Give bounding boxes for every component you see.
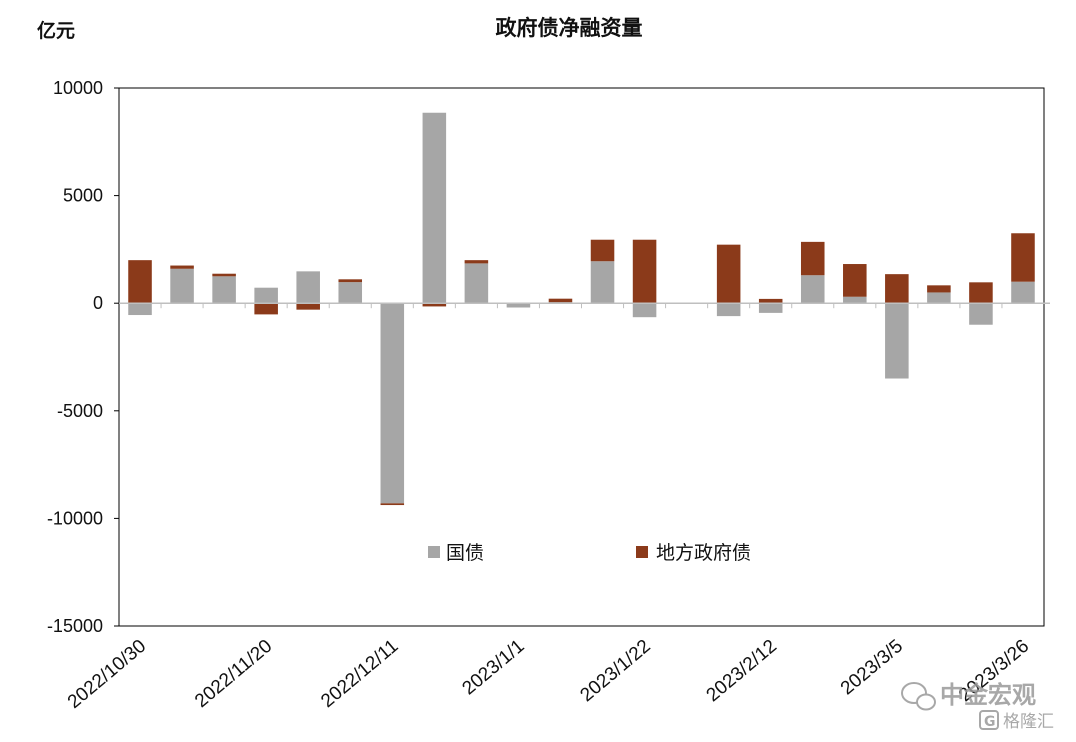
bar-difang-zhengfu-zhai	[338, 279, 363, 283]
bar-difang-zhengfu-zhai	[885, 274, 909, 304]
bar-difang-zhengfu-zhai	[464, 260, 489, 264]
bar-guozhai	[170, 268, 194, 304]
bars-group	[128, 112, 1035, 506]
bar-guozhai	[254, 287, 278, 304]
bar-guozhai	[128, 303, 152, 316]
y-tick-label: 5000	[63, 186, 103, 206]
bar-difang-zhengfu-zhai	[254, 303, 278, 315]
bar-guozhai	[296, 271, 320, 304]
bar-guozhai	[590, 261, 615, 304]
wechat-icon	[901, 682, 936, 711]
bar-guozhai	[716, 303, 741, 317]
gelonghui-logo-icon: G	[979, 710, 999, 730]
watermark-brand: 中金宏观	[940, 681, 1036, 709]
bar-guozhai	[464, 263, 489, 304]
bar-guozhai	[422, 112, 447, 304]
legend-swatch-guozhai	[428, 546, 440, 558]
legend-label-guozhai: 国债	[446, 542, 484, 564]
y-axis: 10000 5000 0 -5000 -10000 -15000	[47, 78, 119, 636]
bar-guozhai	[843, 296, 867, 304]
bar-guozhai	[927, 292, 951, 304]
bar-guozhai	[969, 303, 993, 325]
bar-guozhai	[338, 282, 363, 304]
bar-difang-zhengfu-zhai	[128, 260, 152, 304]
svg-text:G: G	[984, 714, 996, 730]
bar-guozhai	[506, 303, 531, 308]
bar-difang-zhengfu-zhai	[969, 282, 993, 304]
legend-label-difang: 地方政府债	[656, 542, 751, 564]
y-tick-label: 10000	[53, 78, 103, 98]
bar-guozhai	[800, 275, 825, 304]
bar-guozhai	[1011, 281, 1035, 304]
legend: 国债 地方政府债	[428, 542, 751, 564]
bar-difang-zhengfu-zhai	[843, 264, 867, 297]
bar-difang-zhengfu-zhai	[212, 273, 236, 277]
y-unit-label: 亿元	[37, 19, 75, 42]
bar-difang-zhengfu-zhai	[380, 503, 405, 506]
bar-difang-zhengfu-zhai	[800, 241, 825, 276]
y-tick-label: -15000	[47, 616, 103, 636]
bar-difang-zhengfu-zhai	[632, 239, 657, 304]
bar-difang-zhengfu-zhai	[1011, 233, 1035, 282]
bar-guozhai	[380, 303, 405, 504]
watermark-sub: 格隆汇	[1003, 712, 1054, 732]
bar-guozhai	[758, 303, 783, 313]
y-tick-label: 0	[93, 293, 103, 313]
bar-difang-zhengfu-zhai	[590, 239, 615, 262]
watermark: 中金宏观 G 格隆汇	[901, 681, 1054, 732]
bar-difang-zhengfu-zhai	[170, 265, 194, 269]
chart-title: 政府债净融资量	[496, 16, 643, 40]
bar-guozhai	[212, 276, 236, 304]
x-tick-label: 2023/1/1	[458, 636, 528, 700]
y-tick-label: -5000	[57, 401, 103, 421]
bar-guozhai	[885, 303, 909, 379]
bar-guozhai	[632, 303, 657, 318]
x-tick-label: 2022/12/11	[317, 636, 402, 712]
x-tick-label: 2022/10/30	[64, 636, 150, 713]
x-tick-label: 2023/3/5	[837, 636, 907, 700]
plot-frame	[118, 87, 1045, 627]
x-tick-label: 2023/2/12	[703, 636, 781, 706]
bar-difang-zhengfu-zhai	[296, 303, 320, 310]
bar-difang-zhengfu-zhai	[927, 285, 951, 293]
bar-difang-zhengfu-zhai	[758, 298, 783, 304]
x-tick-label: 2023/1/22	[577, 636, 655, 706]
bar-difang-zhengfu-zhai	[716, 244, 741, 304]
bar-difang-zhengfu-zhai	[548, 298, 573, 303]
legend-swatch-difang	[636, 546, 648, 558]
y-tick-label: -10000	[47, 508, 103, 528]
bar-difang-zhengfu-zhai	[422, 303, 447, 307]
x-tick-label: 2022/11/20	[191, 636, 276, 712]
